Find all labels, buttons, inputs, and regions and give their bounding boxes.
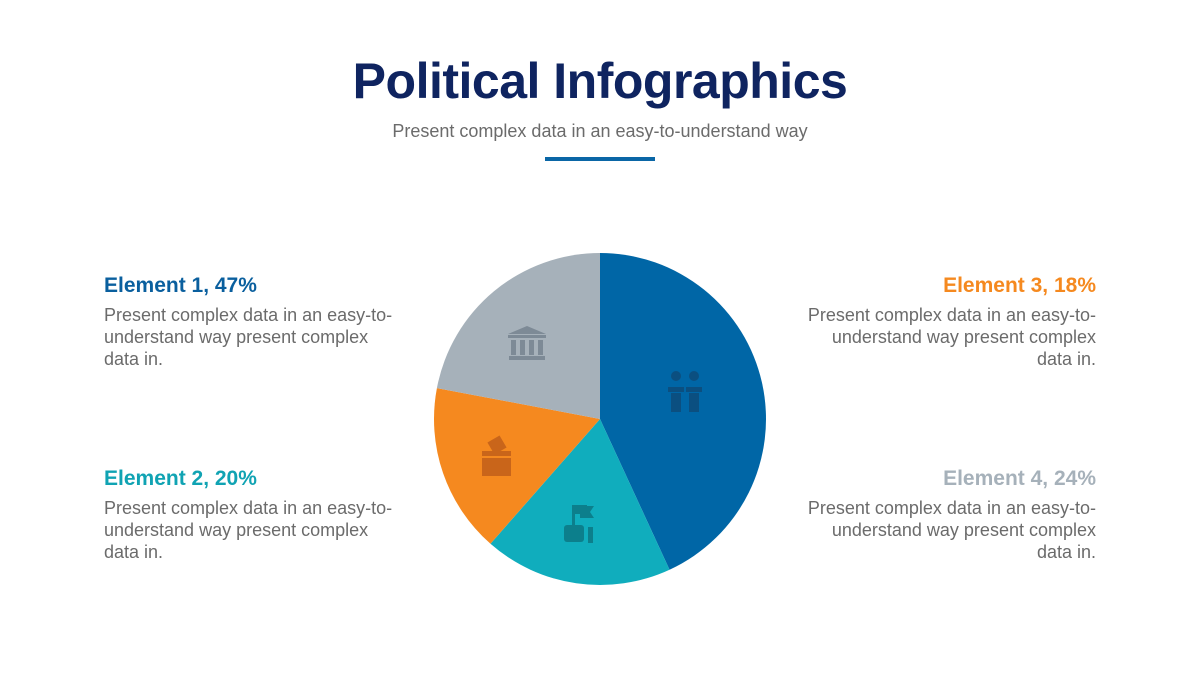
element-1-text: Present complex data in an easy-to-under…: [104, 305, 393, 369]
element-3-text: Present complex data in an easy-to-under…: [807, 305, 1096, 369]
element-4-block: Element 4, 24% Present complex data in a…: [796, 467, 1096, 563]
element-2-block: Element 2, 20% Present complex data in a…: [104, 467, 404, 563]
pie-slice-element-3: [434, 388, 600, 544]
element-3-block: Element 3, 18% Present complex data in a…: [796, 274, 1096, 370]
page-subtitle: Present complex data in an easy-to-under…: [392, 121, 808, 141]
element-2-title: Element 2, 20%: [104, 467, 257, 490]
title-divider: [545, 157, 655, 161]
element-4-title: Element 4, 24%: [943, 467, 1096, 490]
pie-slice-element-1: [600, 253, 766, 570]
element-1-block: Element 1, 47% Present complex data in a…: [104, 274, 404, 370]
element-3-title: Element 3, 18%: [943, 274, 1096, 297]
page-title: Political Infographics: [352, 53, 848, 109]
element-4-text: Present complex data in an easy-to-under…: [807, 498, 1096, 562]
government-building-icon: [508, 326, 546, 360]
element-2-text: Present complex data in an easy-to-under…: [104, 498, 393, 562]
ballot-box-icon: [482, 435, 511, 476]
hand-flag-icon: [564, 505, 594, 543]
pie-slice-element-2: [490, 419, 670, 585]
debate-podiums-icon: [668, 371, 702, 412]
element-1-title: Element 1, 47%: [104, 274, 257, 297]
